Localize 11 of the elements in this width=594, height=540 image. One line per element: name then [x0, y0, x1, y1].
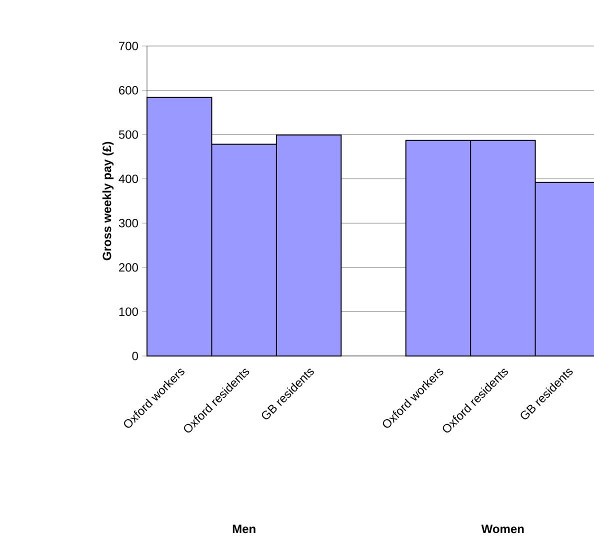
y-tick-label: 300 [118, 218, 138, 228]
y-tick-label: 700 [119, 42, 138, 50]
y-tick-label: 400 [118, 174, 138, 184]
y-axis-title: Gross weekly pay (£) [102, 142, 114, 260]
y-tick-label: 100 [119, 307, 138, 316]
text: Men [232, 524, 256, 534]
y-tick-label: 600 [119, 86, 138, 95]
y-tick-label: 500 [118, 130, 138, 139]
y-tick-label: 200 [119, 263, 138, 272]
text: Women [481, 524, 524, 534]
y-tick-label: 0 [132, 352, 138, 360]
